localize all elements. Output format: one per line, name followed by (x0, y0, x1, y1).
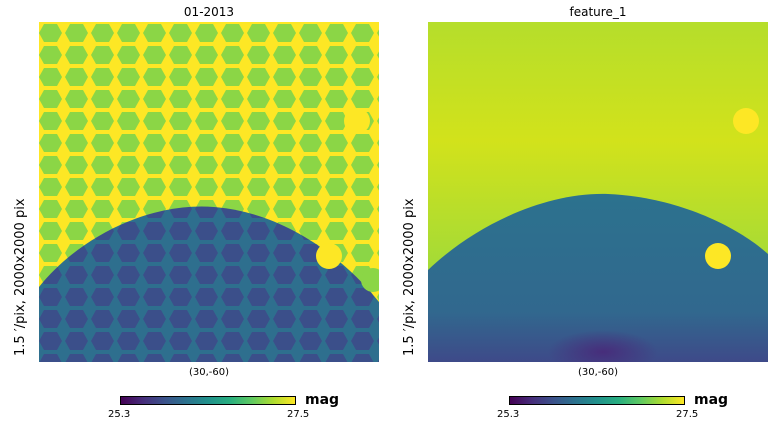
panel-right: feature_1 1.5 ′/pix, 2000x2000 p (389, 0, 778, 427)
edge-tile (361, 268, 379, 292)
x-axis-label: (30,-60) (577, 367, 619, 378)
bright-spot (316, 243, 342, 269)
colorbar-min-label: 25.3 (108, 409, 131, 420)
bright-spot (733, 108, 759, 134)
panel-title: 01-2013 (183, 5, 235, 19)
x-axis-label: (30,-60) (188, 367, 230, 378)
colorbar (509, 396, 685, 405)
colorbar-min-label: 25.3 (497, 409, 520, 420)
colorbar-unit-label: mag (694, 392, 729, 408)
sky-map (39, 22, 379, 362)
y-axis-label: 1.5 ′/pix, 2000x2000 pix (13, 198, 28, 356)
panel-title: feature_1 (569, 5, 627, 19)
colorbar-max-label: 27.5 (676, 409, 699, 420)
bright-spot (344, 108, 370, 134)
panel-left: 01-2013 1.5 ′/pix, 2000x2000 pix (30,-60… (13, 5, 379, 420)
colorbar-unit-label: mag (305, 392, 340, 408)
sky-map (428, 22, 768, 362)
bright-spot (705, 243, 731, 269)
y-axis-label: 1.5 ′/pix, 2000x2000 pix (402, 198, 417, 356)
colorbar (120, 396, 296, 405)
colorbar-max-label: 27.5 (287, 409, 310, 420)
lower-dome (428, 193, 768, 362)
lower-dome (39, 206, 379, 362)
dark-patch (548, 330, 658, 362)
